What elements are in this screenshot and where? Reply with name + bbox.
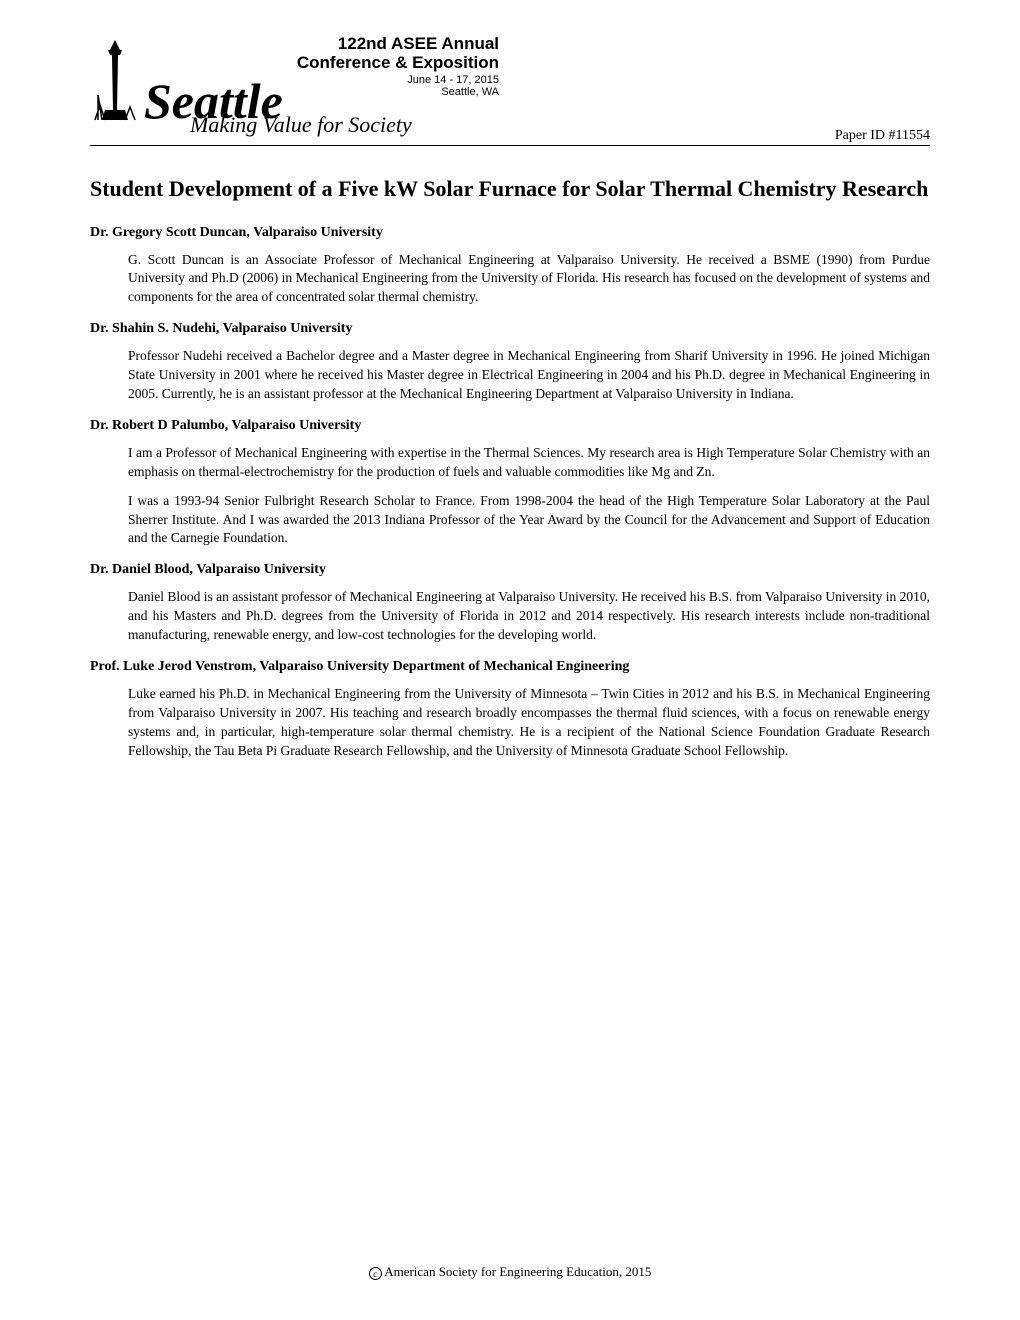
header-divider bbox=[90, 145, 930, 146]
author-block-4: Prof. Luke Jerod Venstrom, Valparaiso Un… bbox=[90, 659, 930, 761]
conference-title-line2: Conference & Exposition bbox=[297, 54, 499, 73]
conference-info-block: 122nd ASEE Annual Conference & Expositio… bbox=[297, 35, 499, 98]
space-needle-icon bbox=[90, 35, 140, 130]
author-block-2: Dr. Robert D Palumbo, Valparaiso Univers… bbox=[90, 418, 930, 548]
paper-title: Student Development of a Five kW Solar F… bbox=[90, 175, 930, 203]
author-block-3: Dr. Daniel Blood, Valparaiso University … bbox=[90, 562, 930, 645]
conference-date: June 14 - 17, 2015 bbox=[297, 74, 499, 86]
author-bio: G. Scott Duncan is an Associate Professo… bbox=[128, 251, 930, 308]
conference-title-line1: 122nd ASEE Annual bbox=[297, 35, 499, 54]
author-name: Prof. Luke Jerod Venstrom, Valparaiso Un… bbox=[90, 659, 930, 675]
author-bio: I was a 1993-94 Senior Fulbright Researc… bbox=[128, 492, 930, 549]
author-block-0: Dr. Gregory Scott Duncan, Valparaiso Uni… bbox=[90, 225, 930, 308]
author-name: Dr. Gregory Scott Duncan, Valparaiso Uni… bbox=[90, 225, 930, 241]
copyright-icon: c bbox=[369, 1267, 382, 1280]
author-block-1: Dr. Shahin S. Nudehi, Valparaiso Univers… bbox=[90, 321, 930, 404]
paper-id: Paper ID #11554 bbox=[835, 128, 930, 144]
author-bio: Daniel Blood is an assistant professor o… bbox=[128, 588, 930, 645]
author-bio: Luke earned his Ph.D. in Mechanical Engi… bbox=[128, 685, 930, 761]
footer-copyright: c American Society for Engineering Educa… bbox=[0, 1264, 1020, 1280]
author-name: Dr. Robert D Palumbo, Valparaiso Univers… bbox=[90, 418, 930, 434]
conference-tagline: Making Value for Society bbox=[190, 112, 590, 138]
copyright-text: American Society for Engineering Educati… bbox=[384, 1264, 651, 1279]
conference-header: Seattle 122nd ASEE Annual Conference & E… bbox=[90, 35, 590, 135]
author-name: Dr. Shahin S. Nudehi, Valparaiso Univers… bbox=[90, 321, 930, 337]
conference-location: Seattle, WA bbox=[297, 86, 499, 98]
main-content: Student Development of a Five kW Solar F… bbox=[90, 175, 930, 771]
author-bio: I am a Professor of Mechanical Engineeri… bbox=[128, 444, 930, 482]
author-bio: Professor Nudehi received a Bachelor deg… bbox=[128, 347, 930, 404]
author-name: Dr. Daniel Blood, Valparaiso University bbox=[90, 562, 930, 578]
